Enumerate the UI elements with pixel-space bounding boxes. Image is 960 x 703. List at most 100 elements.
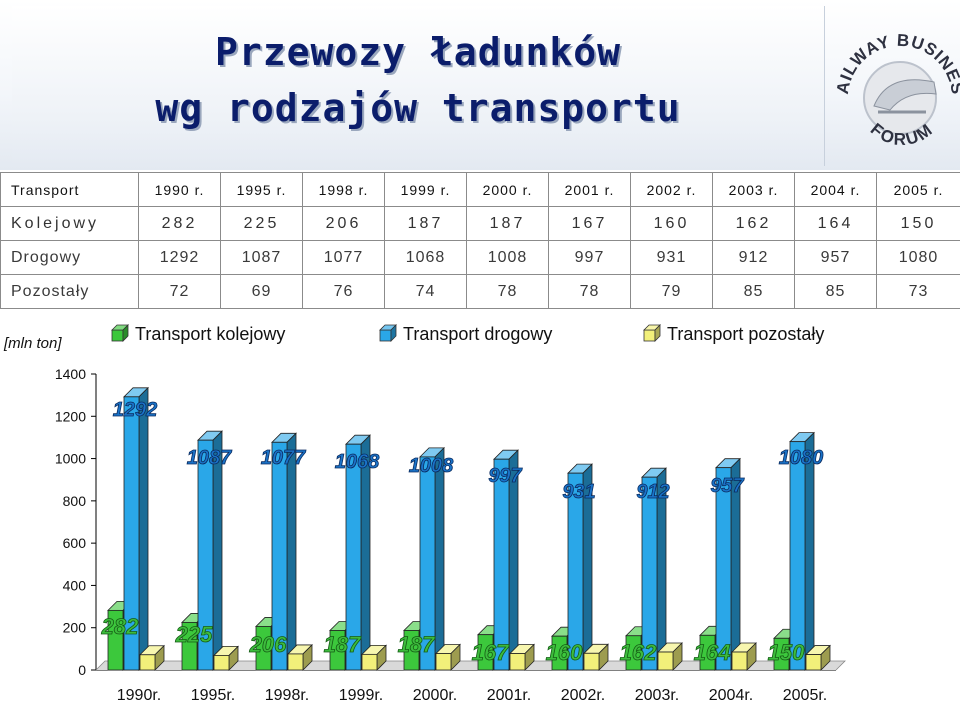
data-label-kolejowy: 162 [620, 640, 657, 665]
table-cell: 85 [712, 274, 795, 309]
bar-drogowy-front [345, 443, 362, 671]
data-label-drogowy: 1292 [113, 399, 158, 421]
table-cell: 74 [384, 274, 467, 309]
x-tick-label: 1990r. [117, 687, 161, 703]
bar-pozostaly-front [435, 653, 452, 671]
bar-pozostaly [657, 642, 683, 671]
legend-swatch [111, 329, 124, 342]
bar-kolejowy-front [773, 637, 790, 671]
bar-drogowy [123, 386, 149, 671]
bar-kolejowy-front [699, 634, 716, 671]
table-cell: 206 [302, 206, 385, 241]
data-label-drogowy: 1068 [335, 451, 380, 473]
table-cell: 957 [794, 240, 877, 275]
bar-drogowy [789, 431, 815, 671]
table-cell: 1077 [302, 240, 385, 275]
table-cell: 79 [630, 274, 713, 309]
data-label-drogowy: 1008 [409, 455, 454, 477]
bar-drogowy [567, 463, 593, 671]
table-header-cell: 1995 r. [220, 172, 303, 207]
x-tick-label: 1998r. [265, 687, 309, 703]
plot-area [107, 386, 831, 671]
table-cell: 282 [138, 206, 221, 241]
table-cell: 912 [712, 240, 795, 275]
table-header-cell: 2004 r. [794, 172, 877, 207]
bar-drogowy [197, 430, 223, 671]
y-tick-label: 1400 [55, 366, 86, 382]
legend-item: Transport kolejowy [111, 324, 285, 344]
bar-pozostaly [213, 645, 239, 671]
table-cell: 1080 [876, 240, 960, 275]
bar-pozostaly [583, 643, 609, 671]
bar-kolejowy-front [181, 622, 198, 671]
page-title: Przewozy ładunków [215, 30, 621, 74]
bar-drogowy-front [271, 441, 288, 671]
bar-drogowy-side [434, 446, 445, 671]
data-label-drogowy: 931 [562, 481, 595, 503]
bar-drogowy-front [789, 441, 806, 671]
bar-drogowy-front [715, 467, 732, 671]
bar-drogowy-front [419, 456, 436, 671]
table-header-cell: 1998 r. [302, 172, 385, 207]
page-subtitle: wg rodzajów transportu [155, 86, 681, 130]
bar-pozostaly-front [509, 653, 526, 671]
bar-drogowy-front [123, 396, 140, 671]
table-cell: 187 [466, 206, 549, 241]
table-cell: 164 [794, 206, 877, 241]
bar-kolejowy-front [625, 635, 642, 671]
legend-swatch-side [390, 324, 397, 342]
bar-pozostaly-front [213, 655, 230, 671]
bar-drogowy [715, 457, 741, 671]
y-tick-label: 600 [63, 535, 87, 551]
table-cell: 69 [220, 274, 303, 309]
bar-drogowy [493, 449, 519, 671]
x-tick-label: 2004r. [709, 687, 753, 703]
bar-chart: [mln ton] Transport kolejowy Transport dr… [3, 324, 846, 703]
y-tick-label: 0 [78, 662, 86, 678]
data-label-kolejowy: 160 [546, 640, 583, 665]
row-label: Drogowy [0, 240, 139, 275]
bar-kolejowy-front [403, 630, 420, 671]
y-tick-label: 800 [63, 493, 87, 509]
legend-item: Transport pozostały [643, 324, 824, 344]
bar-kolejowy-front [255, 626, 272, 671]
table-cell: 1008 [466, 240, 549, 275]
legend-label: Transport drogowy [403, 324, 552, 344]
transport-table: Transport 1990 r. 1995 r. 1998 r. 1999 r… [0, 172, 960, 309]
table-cell: 931 [630, 240, 713, 275]
y-tick-label: 200 [63, 620, 87, 636]
table-header-cell: 2005 r. [876, 172, 960, 207]
data-label-kolejowy: 187 [398, 632, 436, 657]
legend-swatch-side [122, 324, 129, 342]
title-box: Przewozy ładunków wg rodzajów transportu [12, 6, 825, 166]
data-label-drogowy: 997 [488, 465, 522, 487]
x-tick-label: 2000r. [413, 687, 457, 703]
bar-kolejowy-front [477, 634, 494, 671]
table-header-cell: 1999 r. [384, 172, 467, 207]
table-header-cell: 2003 r. [712, 172, 795, 207]
bar-pozostaly [287, 643, 313, 671]
data-label-kolejowy: 225 [175, 622, 213, 647]
x-tick-label: 2001r. [487, 687, 531, 703]
x-tick-label: 1995r. [191, 687, 235, 703]
bar-pozostaly-front [287, 653, 304, 671]
table-cell: 187 [384, 206, 467, 241]
table-cell: 150 [876, 206, 960, 241]
data-label-drogowy: 1077 [261, 447, 306, 469]
x-tick-label: 2005r. [783, 687, 827, 703]
bar-pozostaly-front [731, 651, 748, 671]
data-label-drogowy: 912 [636, 481, 669, 503]
bar-pozostaly [435, 643, 461, 671]
table-cell: 76 [302, 274, 385, 309]
bar-pozostaly [731, 642, 757, 671]
table-cell: 1292 [138, 240, 221, 275]
table-cell: 160 [630, 206, 713, 241]
table-cell: 73 [876, 274, 960, 309]
x-tick-label: 2003r. [635, 687, 679, 703]
bar-drogowy-front [197, 439, 214, 671]
table-cell: 78 [548, 274, 631, 309]
bar-pozostaly-front [361, 653, 378, 671]
bar-drogowy-front [641, 476, 658, 671]
table-header-cell: 2001 r. [548, 172, 631, 207]
legend-swatch [379, 329, 392, 342]
